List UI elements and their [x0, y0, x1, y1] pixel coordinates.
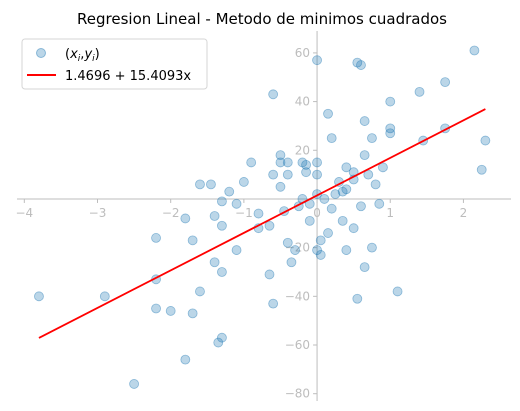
data-point: [232, 199, 241, 208]
data-point: [217, 267, 226, 276]
regression-line-layer: [39, 109, 485, 338]
data-point: [188, 236, 197, 245]
data-point: [283, 238, 292, 247]
data-point: [206, 180, 215, 189]
data-point: [247, 158, 256, 167]
data-point: [477, 165, 486, 174]
regression-line: [39, 109, 485, 338]
data-point: [217, 221, 226, 230]
x-tick-label: −3: [89, 206, 107, 220]
data-point: [195, 287, 204, 296]
y-tick-label: 40: [295, 95, 310, 109]
data-point: [324, 109, 333, 118]
legend: (xi,yi) 1.4696 + 15.4093x: [22, 39, 207, 89]
x-tick-label: −4: [15, 206, 33, 220]
data-point: [276, 182, 285, 191]
data-point: [316, 236, 325, 245]
legend-label-line: 1.4696 + 15.4093x: [65, 69, 191, 84]
legend-marker-points: [37, 49, 46, 58]
data-point: [276, 151, 285, 160]
data-point: [415, 87, 424, 96]
data-point: [269, 299, 278, 308]
data-point: [313, 158, 322, 167]
data-point: [386, 97, 395, 106]
data-point: [375, 199, 384, 208]
data-point: [283, 158, 292, 167]
data-point: [210, 258, 219, 267]
data-point: [291, 246, 300, 255]
data-point: [327, 134, 336, 143]
data-point: [188, 309, 197, 318]
data-point: [313, 170, 322, 179]
data-point: [367, 134, 376, 143]
data-point: [360, 117, 369, 126]
y-tick-label: −40: [285, 289, 310, 303]
data-point: [342, 185, 351, 194]
data-point: [481, 136, 490, 145]
data-point: [265, 270, 274, 279]
data-point: [269, 90, 278, 99]
data-point: [324, 229, 333, 238]
data-point: [470, 46, 479, 55]
data-point: [265, 221, 274, 230]
data-point: [356, 202, 365, 211]
data-point: [100, 292, 109, 301]
y-tick-label: −60: [285, 338, 310, 352]
data-point: [287, 258, 296, 267]
data-point: [371, 180, 380, 189]
data-point: [210, 212, 219, 221]
chart-title: Regresion Lineal - Metodo de minimos cua…: [77, 10, 447, 28]
data-point: [367, 243, 376, 252]
data-point: [225, 187, 234, 196]
data-point: [217, 333, 226, 342]
x-tick-label: 0: [313, 206, 321, 220]
data-point: [441, 78, 450, 87]
data-point: [152, 304, 161, 313]
data-point: [152, 233, 161, 242]
data-point: [283, 170, 292, 179]
data-point: [195, 180, 204, 189]
data-point: [386, 124, 395, 133]
data-point: [360, 263, 369, 272]
data-point: [353, 294, 362, 303]
data-point: [302, 160, 311, 169]
data-point: [232, 246, 241, 255]
y-tick-label: −80: [285, 387, 310, 401]
x-tick-label: −2: [162, 206, 180, 220]
data-point: [217, 197, 226, 206]
legend-label-points: (xi,yi): [65, 47, 100, 64]
data-point: [254, 209, 263, 218]
data-point: [393, 287, 402, 296]
data-point: [239, 177, 248, 186]
data-point: [305, 216, 314, 225]
y-tick-label: 60: [295, 46, 310, 60]
data-point: [342, 246, 351, 255]
data-point: [181, 214, 190, 223]
data-point: [130, 379, 139, 388]
data-point: [360, 151, 369, 160]
data-point: [338, 216, 347, 225]
data-point: [166, 306, 175, 315]
data-point: [320, 194, 329, 203]
x-tick-label: 2: [460, 206, 468, 220]
data-point: [356, 61, 365, 70]
data-point: [349, 224, 358, 233]
y-tick-label: 20: [295, 143, 310, 157]
data-point: [34, 292, 43, 301]
data-point: [269, 170, 278, 179]
data-point: [313, 56, 322, 65]
data-point: [316, 250, 325, 259]
data-point: [181, 355, 190, 364]
data-point: [327, 204, 336, 213]
x-tick-label: 1: [386, 206, 394, 220]
